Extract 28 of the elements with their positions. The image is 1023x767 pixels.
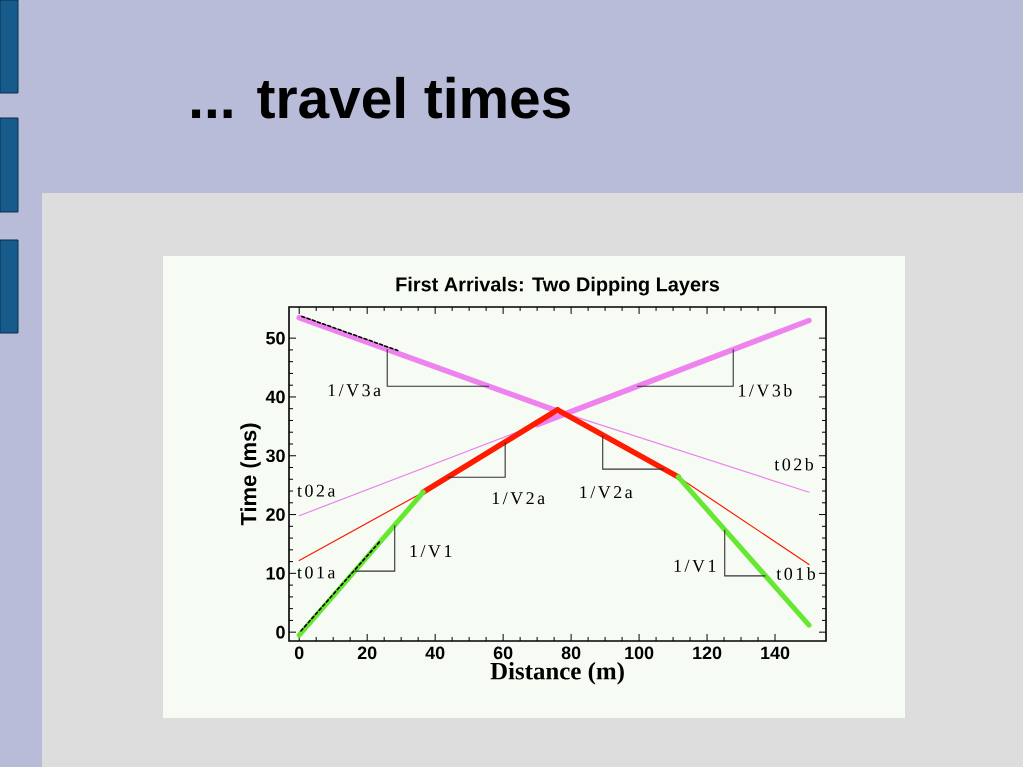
chart-title: ... travel times (192, 76, 570, 119)
y-axis-title: Time (ms) (240, 423, 261, 526)
annotation: t01b (776, 567, 816, 580)
annotation: 1/V2a (580, 486, 633, 499)
y-tick-label: 20 (266, 508, 285, 521)
x-tick-label: 0 (294, 646, 304, 660)
annotation: 1/V3b (739, 383, 792, 397)
annotation: 1/V1 (410, 545, 452, 558)
annotation: 1/V3a (328, 384, 381, 397)
x-tick-label: 120 (693, 646, 722, 660)
y-tick-label: 40 (265, 390, 285, 404)
annotation: t02a (297, 484, 336, 497)
x-tick-label: 80 (561, 646, 581, 660)
x-axis-title: Distance (m) (490, 662, 624, 685)
y-tick-label: 50 (266, 331, 285, 345)
y-tick-label: 10 (266, 567, 285, 580)
y-tick-label: 0 (276, 625, 285, 639)
x-tick-label: 40 (425, 646, 445, 660)
x-tick-label: 60 (493, 646, 513, 660)
annotation: 1/V2a (492, 492, 545, 505)
chart-subtitle: First Arrivals: Two Dipping Layers (396, 276, 720, 296)
annotation: 1/V1 (674, 559, 716, 572)
annotation: t01a (297, 566, 336, 579)
x-tick-label: 100 (625, 646, 654, 660)
annotation: t02b (774, 457, 814, 471)
x-tick-label: 140 (761, 646, 790, 660)
x-tick-label: 20 (357, 646, 377, 660)
y-tick-label: 30 (265, 449, 285, 463)
